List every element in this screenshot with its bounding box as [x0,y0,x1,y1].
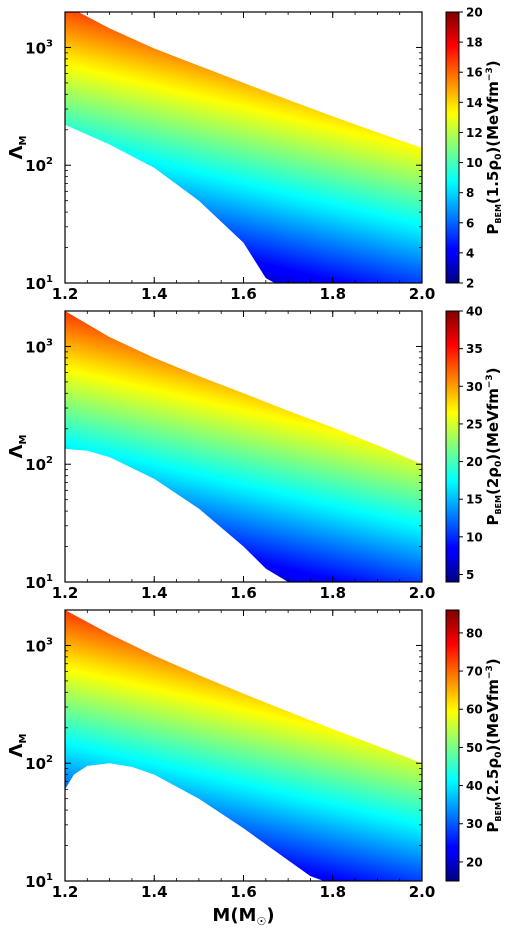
y-tick-label: 101 [25,573,53,592]
colorbar-tick-label: 30 [466,380,483,394]
x-tick-label: 1.8 [319,285,346,303]
colorbar-tick-label: 70 [466,665,483,679]
y-axis-label: ΛM [6,136,29,160]
heatmap-band [65,610,422,881]
y-tick-label: 102 [25,156,53,175]
colorbar-tick-label: 2 [466,277,474,291]
y-axis-label: ΛM [6,435,29,459]
y-tick-label: 103 [25,38,53,57]
x-tick-label: 1.8 [319,883,346,901]
colorbar-label: PBEM(1.5ρ0)(MeVfm−3) [484,60,504,234]
x-tick-label: 1.4 [141,584,168,602]
heatmap-band [65,311,422,582]
colorbar-tick-label: 80 [466,626,483,640]
x-tick-label: 1.4 [141,883,168,901]
y-tick-label: 102 [25,455,53,474]
colorbar-frame [445,609,460,882]
colorbar-tick-label: 14 [466,96,483,110]
y-tick-label: 101 [25,274,53,293]
heatmap-band [65,12,422,283]
y-tick-label: 101 [25,872,53,891]
colorbar-tick-label: 12 [466,126,483,140]
x-tick-label: 1.2 [52,883,79,901]
colorbar-tick-label: 15 [466,493,483,507]
colorbar-tick-label: 30 [466,817,483,831]
x-tick-label: 1.6 [230,285,257,303]
colorbar-tick-label: 10 [466,156,483,170]
colorbar-frame [445,310,460,583]
colorbar-label: PBEM(2.5ρ0)(MeVfm−3) [484,658,504,832]
x-tick-label: 2.0 [409,883,436,901]
x-tick-label: 2.0 [409,584,436,602]
colorbar-tick-label: 4 [466,246,474,260]
x-tick-label: 1.4 [141,285,168,303]
x-tick-label: 1.8 [319,584,346,602]
colorbar-tick-label: 50 [466,741,483,755]
y-axis-label: ΛM [6,734,29,758]
colorbar-tick-label: 5 [466,568,474,582]
colorbar-tick-label: 60 [466,703,483,717]
heatmap-area [65,610,422,881]
colorbar-tick-label: 8 [466,186,474,200]
panel-3: 1.2 1.4 1.6 1.8 2.0 101 102 103 ΛM M(M☉) 20 30 40 50 6… [6,609,504,928]
colorbar-frame [445,11,460,284]
y-tick-label: 103 [25,636,53,655]
colorbar-tick-label: 25 [466,417,483,431]
panel-1: 1.2 1.4 1.6 1.8 2.0 101 102 103 ΛM 2 4 6 8 10 12 14 16 18… [6,6,504,304]
colorbar-tick-label: 10 [466,530,483,544]
x-tick-label: 1.2 [52,584,79,602]
colorbar-tick-label: 20 [466,455,483,469]
colorbar [446,610,459,881]
colorbar-tick-label: 18 [466,36,483,50]
heatmap-area [65,12,422,283]
colorbar-tick-label: 35 [466,342,483,356]
y-tick-label: 103 [25,337,53,356]
heatmap-area [65,311,422,582]
colorbar-tick-label: 16 [466,66,483,80]
x-tick-label: 2.0 [409,285,436,303]
colorbar-tick-label: 40 [466,779,483,793]
colorbar-tick-label: 20 [466,6,483,20]
x-tick-label: 1.2 [52,285,79,303]
y-tick-label: 102 [25,754,53,773]
colorbar-label: PBEM(2ρ0)(MeVfm−3) [484,367,504,525]
colorbar-tick-label: 20 [466,855,483,869]
colorbar-tick-label: 6 [466,216,474,230]
x-tick-label: 1.6 [230,584,257,602]
x-axis-label: M(M☉) [212,905,274,928]
colorbar-tick-label: 40 [466,305,483,319]
panel-2: 1.2 1.4 1.6 1.8 2.0 101 102 103 ΛM 5 10 15 20 25 30 35 4… [6,305,504,603]
x-tick-label: 1.6 [230,883,257,901]
colorbar [446,311,459,582]
colorbar [446,12,459,283]
